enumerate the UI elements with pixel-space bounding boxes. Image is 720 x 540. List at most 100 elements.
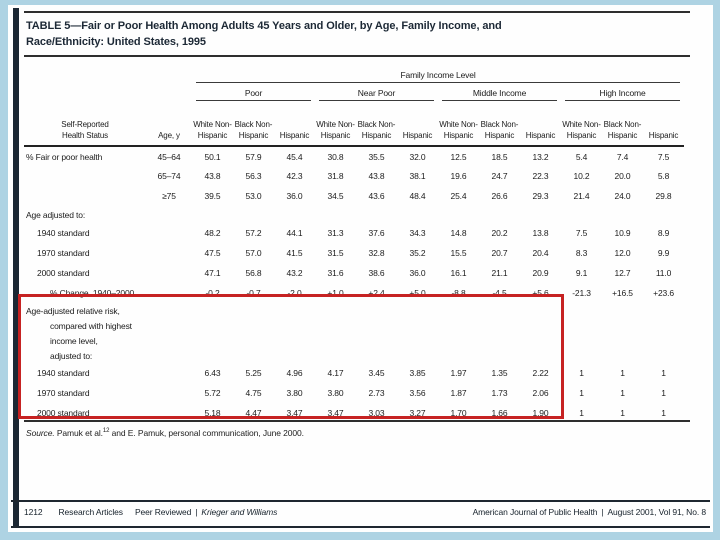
value-cell: 6.43 [204,368,221,378]
value-cell: 14.8 [450,228,467,238]
value-cell: +5.6 [532,288,549,298]
footer-right: American Journal of Public Health | August… [473,507,706,517]
value-cell: 24.7 [491,171,508,181]
row-label: income level, [50,335,98,346]
value-cell: 57.2 [245,228,262,238]
table-row: ≥75 39.5 53.0 36.0 34.5 43.6 48.4 25.4 26.6 29.3 2… [24,186,684,206]
value-cell: 20.7 [491,248,508,258]
section-label-row: compared with highest [24,318,684,333]
income-group-header: Poor [196,88,311,101]
subcolumn-header: Hispanic [397,101,438,147]
source-citation-number: 12 [102,428,110,435]
value-cell: -8.8 [451,288,466,298]
value-cell: 1 [661,408,666,418]
health-data-table: Family Income Level Poor Near Poor Middle I… [24,61,685,423]
row-label: 1970 standard [37,388,90,398]
value-cell: -0.7 [246,288,261,298]
subcolumn-header: Hispanic [643,101,685,147]
value-cell: 37.6 [368,228,385,238]
value-cell: 41.5 [286,248,303,258]
value-cell: 3.47 [327,408,344,418]
table-row: 1940 standard 6.43 5.25 4.96 4.17 3.45 3.85 1.9… [24,363,684,383]
title-bottom-rule [24,55,690,57]
age-cell: 65–74 [157,171,181,181]
value-cell: 43.8 [204,171,221,181]
table-row: 1970 standard 5.72 4.75 3.80 3.80 2.73 3.56 1.8… [24,383,684,403]
table-row: 1970 standard 47.5 57.0 41.5 31.5 32.8 35.2 15.… [24,243,684,263]
value-cell: 24.0 [614,191,631,201]
income-groups-row: Poor Near Poor Middle Income High Income [24,83,684,101]
peer-reviewed-label: Peer Reviewed [134,507,192,517]
value-cell: 5.4 [575,151,588,162]
value-cell: -2.0 [287,288,302,298]
value-cell: 2.22 [532,368,549,378]
source-rest: and E. Pamuk, personal communication, Ju… [109,428,304,438]
row-label: compared with highest [50,320,132,331]
source-note: Source. Pamuk et al.12 and E. Pamuk, per… [26,428,304,438]
value-cell: 25.4 [450,191,467,201]
subcolumn-header: White Non- Hispanic [438,101,479,147]
value-cell: 20.4 [532,248,549,258]
value-cell: 3.45 [368,368,385,378]
value-cell: 1.97 [450,368,467,378]
table-row: 2000 standard 47.1 56.8 43.2 31.6 38.6 36.0 16.… [24,263,684,283]
section-label-row: income level, [24,333,684,348]
page-edge-bar [13,8,19,526]
value-cell: 20.2 [491,228,508,238]
subcolumn-header: Black Non- Hispanic [356,101,397,147]
value-cell: 43.2 [286,268,303,278]
value-cell: 11.0 [655,268,672,278]
value-cell: +1.0 [327,288,344,298]
value-cell: 47.5 [204,248,221,258]
source-label: Source. [26,428,55,438]
value-cell: 19.6 [450,171,467,181]
value-cell: 31.6 [327,268,344,278]
value-cell: 5.8 [657,171,670,181]
table-row: 1940 standard 48.2 57.2 44.1 31.3 37.6 34.3 14.… [24,223,684,243]
value-cell: 22.3 [532,171,549,181]
value-cell: 5.72 [204,388,221,398]
value-cell: 13.8 [532,228,549,238]
column-headers-row: Self-Reported Health Status Age, y White No… [24,101,685,147]
value-cell: -4.5 [492,288,507,298]
subcolumn-header: Hispanic [520,101,561,147]
value-cell: 3.27 [409,408,426,418]
value-cell: 10.9 [614,228,631,238]
subcolumn-header: White Non- Hispanic [315,101,356,147]
source-text: Pamuk et al. [54,428,103,438]
row-label: 1970 standard [37,248,90,258]
value-cell: 2.06 [532,388,549,398]
table-title-line2: Race/Ethnicity: United States, 1995 [26,36,206,48]
footer-rule [11,500,710,502]
value-cell: 4.96 [286,368,303,378]
value-cell: 29.8 [655,191,672,201]
value-cell: 8.9 [657,228,670,238]
value-cell: 9.9 [657,248,670,258]
value-cell: 32.8 [368,248,385,258]
value-cell: 7.5 [657,151,670,162]
value-cell: 42.3 [286,171,303,181]
value-cell: 4.75 [245,388,262,398]
value-cell: 21.1 [491,268,508,278]
table-body: % Fair or poor health 45–64 50.1 57.9 45.4 30… [24,146,684,423]
value-cell: 48.4 [409,191,426,201]
value-cell: 1 [661,368,666,378]
value-cell: 1.35 [491,368,508,378]
value-cell: 31.5 [327,248,344,258]
value-cell: 16.1 [450,268,467,278]
journal-page: TABLE 5—Fair or Poor Health Among Adults… [8,5,713,532]
page-footer: 1212 Research Articles Peer Reviewed | Krieg… [24,507,706,517]
value-cell: 8.3 [575,248,588,258]
value-cell: 2.73 [368,388,385,398]
value-cell: 1 [620,388,625,398]
value-cell: +5.0 [409,288,426,298]
value-cell: 3.47 [286,408,303,418]
age-cell: ≥75 [162,191,176,201]
value-cell: 1 [579,368,584,378]
subcolumn-header: Hispanic [274,101,315,147]
table-row: % Fair or poor health 45–64 50.1 57.9 45.4 30… [24,146,684,166]
value-cell: 1 [620,368,625,378]
value-cell: 31.8 [327,171,344,181]
value-cell: 7.5 [575,228,588,238]
